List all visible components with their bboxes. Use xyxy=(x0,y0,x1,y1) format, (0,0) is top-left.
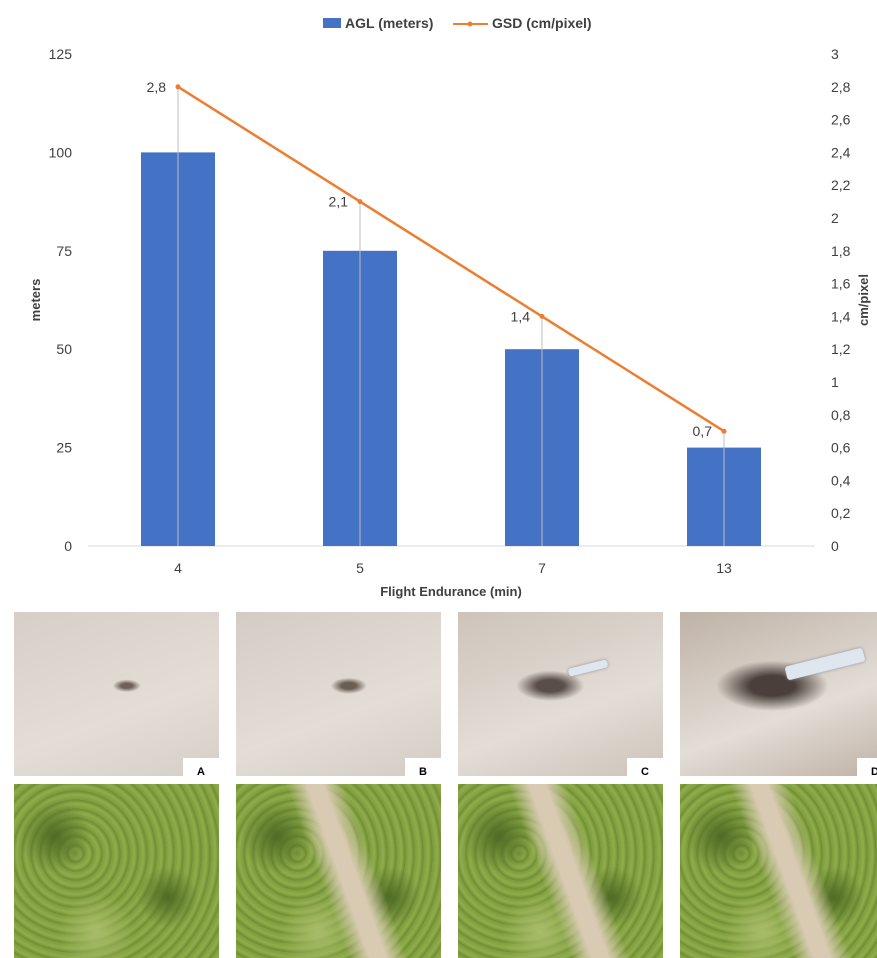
data-labels-gsd: 2,8 2,1 1,4 0,7 xyxy=(147,79,713,439)
right-tick-label: 1,6 xyxy=(831,276,851,292)
right-tick-label: 2,8 xyxy=(831,79,851,95)
right-tick-label: 0,2 xyxy=(831,505,851,521)
right-y-axis: 0 0,2 0,4 0,6 0,8 1 1,2 1,4 1,6 1,8 2 2,2 2,4 2,6 2,8 3 xyxy=(831,46,851,554)
x-axis: 4 5 7 13 xyxy=(174,560,732,576)
right-tick-label: 1,8 xyxy=(831,243,851,259)
gsd-point xyxy=(721,428,727,434)
left-tick-label: 25 xyxy=(56,440,72,456)
right-tick-label: 0,6 xyxy=(831,440,851,456)
gsd-point xyxy=(539,313,545,319)
right-tick-label: 2 xyxy=(831,210,839,226)
bar-series-agl xyxy=(141,152,761,547)
right-tick-label: 0,4 xyxy=(831,472,851,488)
left-tick-label: 75 xyxy=(56,243,72,259)
combo-chart: AGL (meters) GSD (cm/pixel) 025507510012… xyxy=(28,15,871,599)
gsd-data-label: 1,4 xyxy=(511,308,531,324)
object-streak xyxy=(567,659,609,677)
right-tick-label: 3 xyxy=(831,46,839,62)
vegetation-photo xyxy=(458,784,663,958)
x-tick-label: 13 xyxy=(716,560,732,576)
right-tick-label: 0,8 xyxy=(831,407,851,423)
right-tick-label: 1,4 xyxy=(831,308,851,324)
gsd-data-label: 2,8 xyxy=(147,79,167,95)
left-tick-label: 125 xyxy=(49,46,73,62)
right-tick-label: 1 xyxy=(831,374,839,390)
panel-label: C xyxy=(627,758,663,786)
right-tick-label: 2,6 xyxy=(831,112,851,128)
ground-photo xyxy=(458,612,663,776)
vegetation-photo xyxy=(680,784,877,958)
right-axis-title: cm/pixel xyxy=(856,274,871,326)
ground-photo xyxy=(236,612,441,776)
ground-photo xyxy=(680,612,877,776)
gsd-data-label: 0,7 xyxy=(693,423,713,439)
panel-label: D xyxy=(857,758,877,786)
x-tick-label: 7 xyxy=(538,560,546,576)
left-y-axis: 0 25 50 75 100 125 xyxy=(49,46,73,554)
ground-photo xyxy=(14,612,219,776)
left-tick-label: 100 xyxy=(49,144,73,160)
x-axis-title: Flight Endurance (min) xyxy=(380,584,522,599)
object-streak xyxy=(784,647,866,681)
gsd-point xyxy=(357,199,363,205)
left-axis-title: meters xyxy=(28,279,43,322)
vegetation-photo xyxy=(14,784,219,958)
right-tick-label: 0 xyxy=(831,538,839,554)
left-tick-label: 50 xyxy=(56,341,72,357)
vegetation-photo xyxy=(236,784,441,958)
legend-swatch-agl xyxy=(323,18,341,28)
gsd-data-label: 2,1 xyxy=(329,194,349,210)
right-tick-label: 2,2 xyxy=(831,177,851,193)
line-series-gsd xyxy=(175,84,727,434)
drop-lines xyxy=(177,86,725,546)
left-tick-label: 0 xyxy=(64,538,72,554)
x-tick-label: 4 xyxy=(174,560,182,576)
right-tick-label: 1,2 xyxy=(831,341,851,357)
panel-label: A xyxy=(183,758,219,786)
legend-marker-gsd xyxy=(467,21,473,27)
panel-label: B xyxy=(405,758,441,786)
right-tick-label: 2,4 xyxy=(831,144,851,160)
legend: AGL (meters) GSD (cm/pixel) xyxy=(323,15,592,31)
gsd-line xyxy=(177,85,725,433)
legend-label-agl: AGL (meters) xyxy=(345,15,433,31)
legend-label-gsd: GSD (cm/pixel) xyxy=(492,15,592,31)
x-tick-label: 5 xyxy=(356,560,364,576)
gsd-point xyxy=(175,84,181,90)
